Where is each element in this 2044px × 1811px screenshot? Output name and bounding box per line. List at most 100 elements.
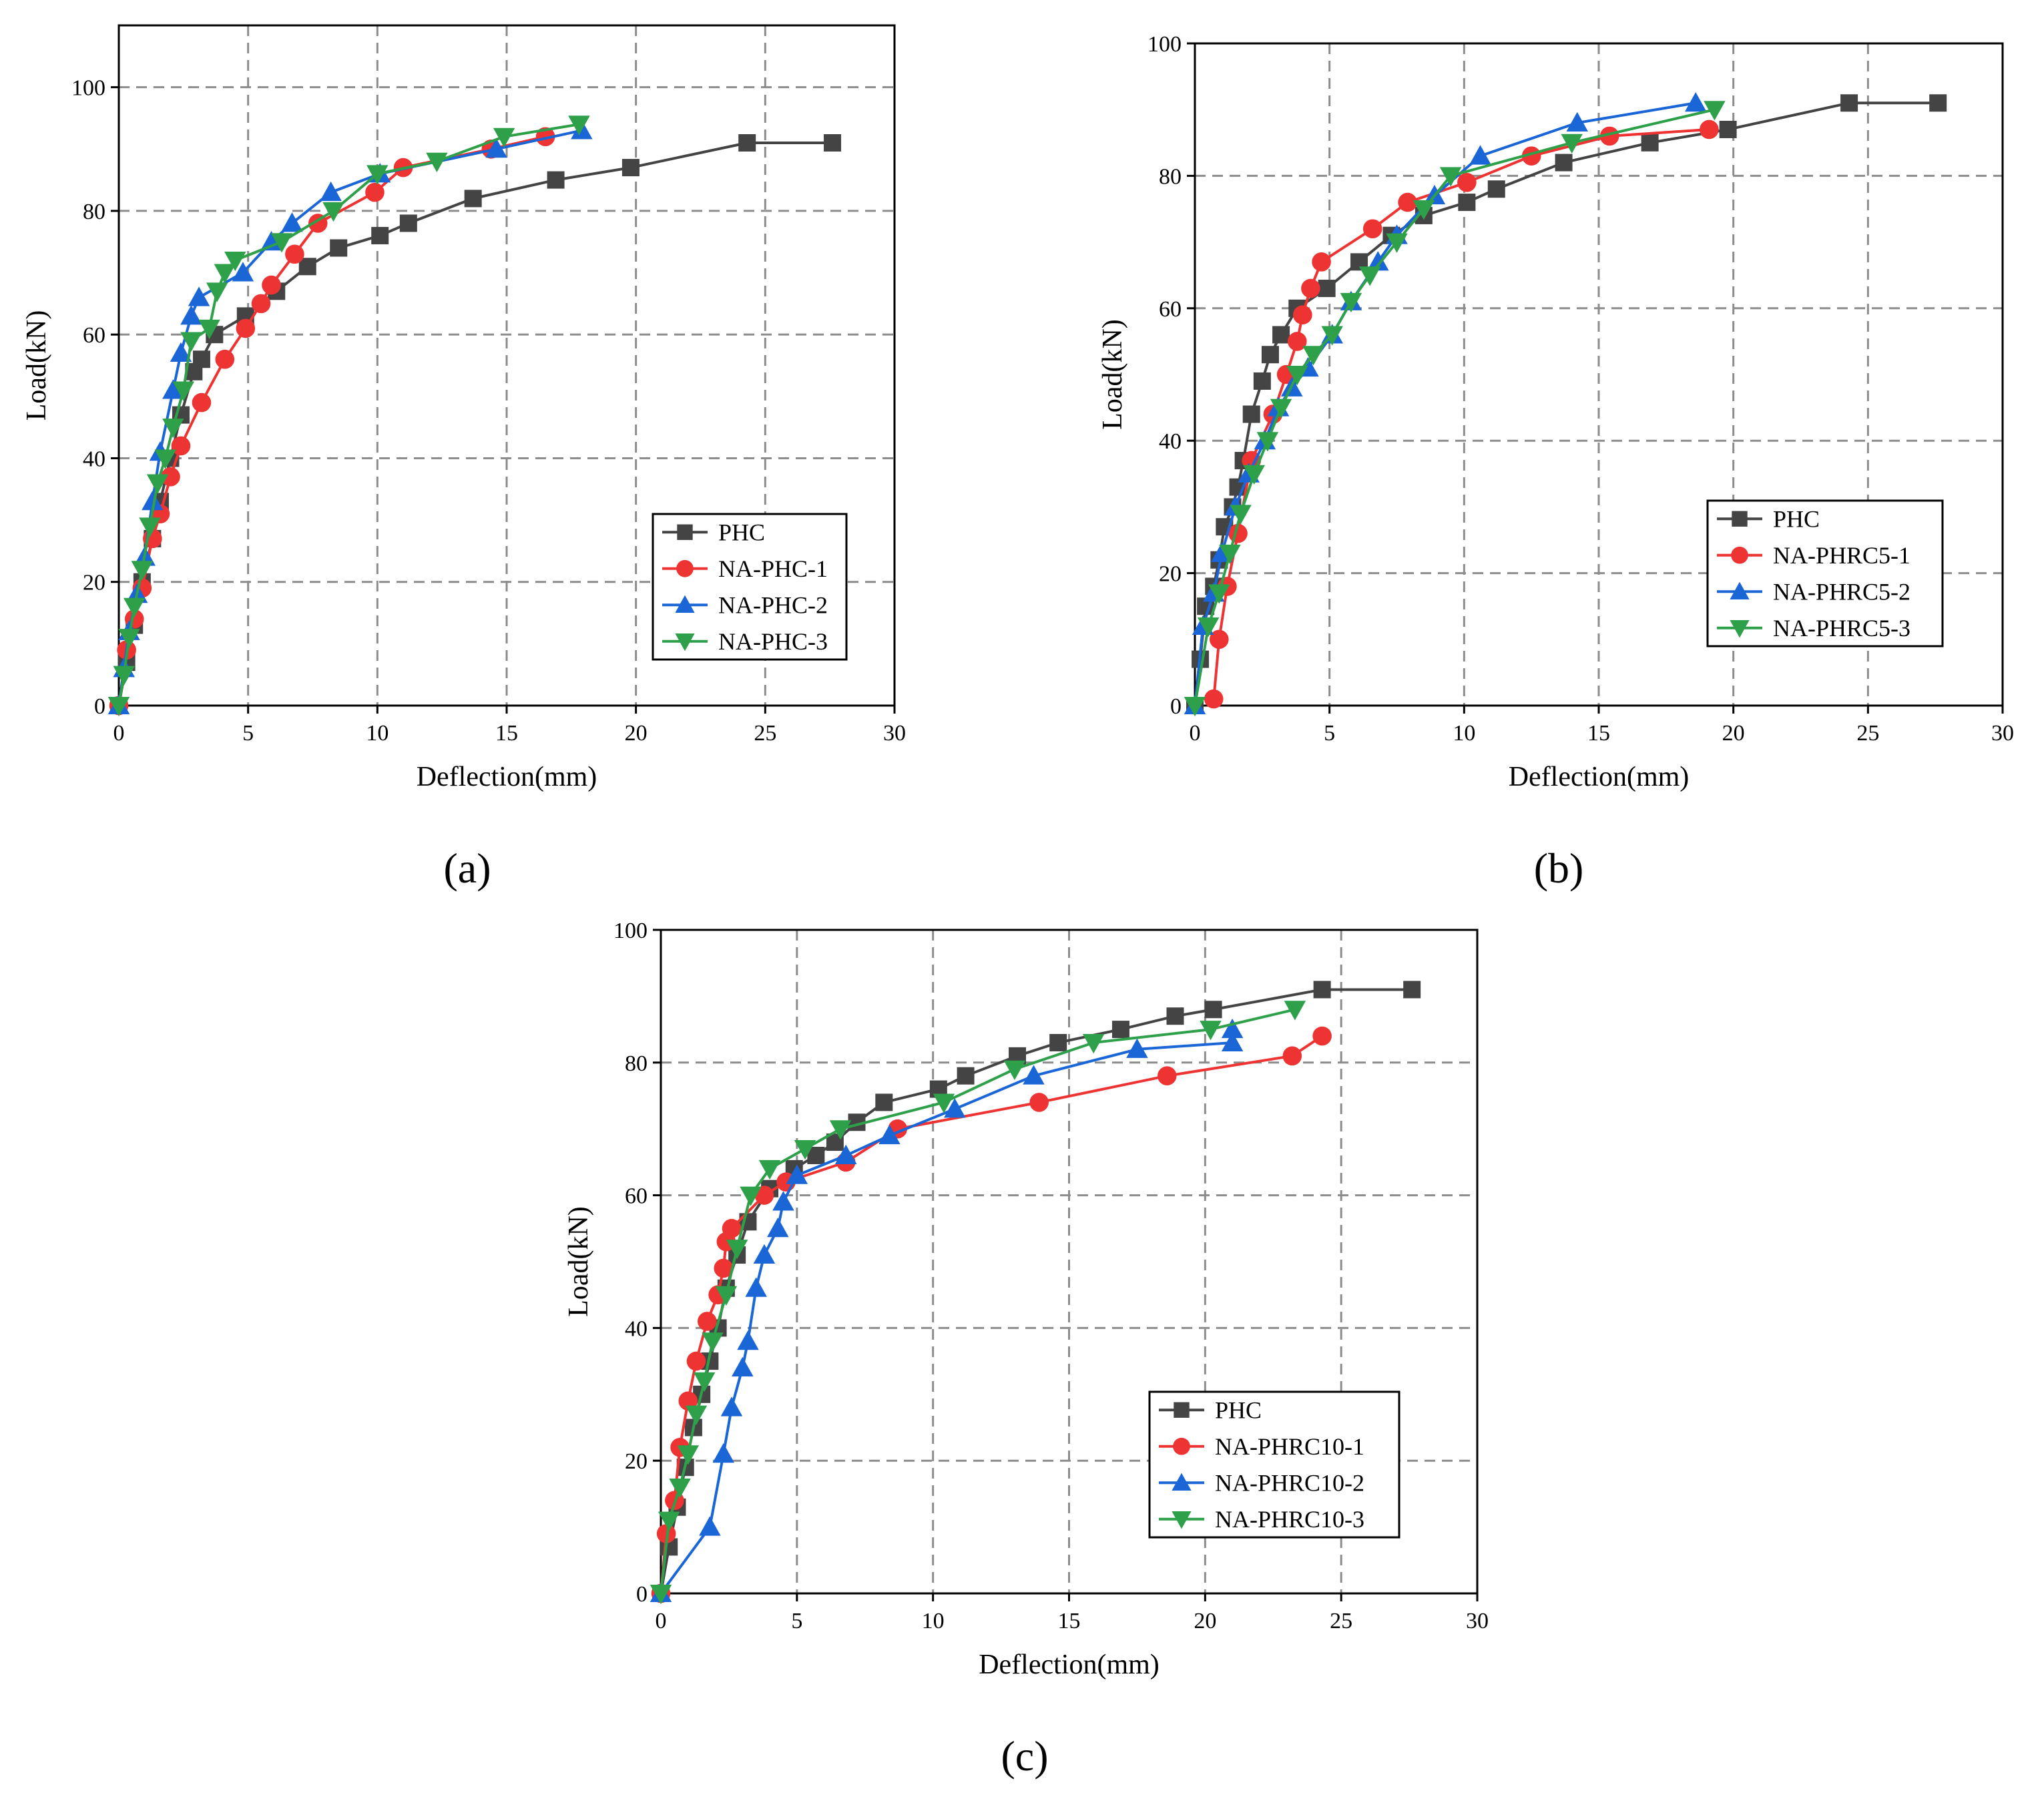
data-point [154, 449, 176, 469]
data-point [1166, 1007, 1184, 1025]
legend-marker [676, 559, 694, 577]
x-tick-label: 10 [1453, 721, 1475, 746]
data-point [677, 1445, 700, 1465]
legend-entry: NA-PHC-3 [718, 628, 828, 655]
data-point [365, 182, 385, 202]
series-NA-PHRC5-3 [1184, 101, 1726, 717]
series-NA-PHRC10-3 [650, 1001, 1306, 1605]
data-point [547, 171, 565, 189]
legend-entry: PHC [1773, 505, 1820, 532]
data-point [740, 1186, 762, 1206]
x-tick-label: 5 [791, 1609, 802, 1633]
y-tick-label: 80 [625, 1051, 648, 1076]
y-tick-label: 100 [71, 76, 105, 101]
data-point [1700, 119, 1719, 140]
data-point [686, 1351, 706, 1371]
data-point [180, 305, 202, 325]
data-point [568, 115, 590, 136]
data-point [146, 474, 169, 494]
legend-entry: PHC [1215, 1396, 1262, 1423]
data-point [236, 318, 256, 338]
data-point [669, 1478, 691, 1499]
data-point [1555, 154, 1573, 172]
data-point [1287, 332, 1307, 351]
data-point [1641, 134, 1659, 152]
data-point [1208, 584, 1230, 604]
data-point [702, 1332, 724, 1352]
data-point [933, 1093, 955, 1113]
x-tick-label: 0 [656, 1609, 667, 1633]
x-tick-label: 30 [1991, 721, 2014, 746]
data-point [1126, 1038, 1148, 1058]
data-point [371, 226, 389, 244]
series-line [1194, 101, 1696, 706]
y-tick-label: 0 [94, 694, 105, 719]
data-point [1023, 1065, 1045, 1085]
data-point [754, 1186, 774, 1205]
x-tick-label: 5 [1324, 721, 1335, 746]
data-point [1457, 173, 1477, 192]
y-tick-label: 20 [83, 571, 105, 595]
data-point [1157, 1066, 1177, 1085]
data-point [399, 214, 417, 232]
legend-entry: NA-PHRC5-3 [1773, 615, 1910, 641]
data-point [726, 1240, 748, 1260]
data-point [621, 159, 640, 177]
y-axis-label: Load(kN) [1097, 319, 1128, 430]
series-NA-PHRC10-2 [650, 1018, 1244, 1602]
y-tick-label: 0 [1170, 694, 1182, 719]
data-point [281, 212, 303, 232]
data-point [1719, 120, 1737, 138]
data-point [139, 517, 161, 537]
data-point [1312, 252, 1331, 272]
data-point [224, 252, 246, 272]
data-point [698, 1312, 717, 1331]
data-point [1029, 1093, 1049, 1112]
x-tick-label: 25 [1856, 721, 1879, 746]
data-point [715, 1286, 738, 1306]
data-point [366, 165, 389, 185]
legend-box [1148, 1390, 1400, 1539]
legend-entry: PHC [718, 519, 765, 545]
x-tick-label: 20 [1194, 1609, 1216, 1633]
data-point [1284, 1001, 1306, 1021]
data-point [1302, 346, 1324, 366]
legend-entry: NA-PHRC10-3 [1215, 1506, 1364, 1533]
data-point [1704, 101, 1726, 121]
data-point [1293, 305, 1312, 325]
data-point [658, 1511, 680, 1531]
x-axis-label: Deflection(mm) [1509, 762, 1690, 792]
data-point [1358, 266, 1381, 286]
data-point [794, 1140, 816, 1160]
data-point [1413, 200, 1435, 220]
x-axis-label: Deflection(mm) [417, 762, 597, 792]
chart-panel-2: 0 5 10 15 20 25 30 0 20 40 60 80 100 Deflection(mm) Lo… [1097, 32, 2014, 892]
legend-entry: NA-PHRC5-1 [1773, 542, 1910, 569]
data-point [113, 666, 135, 686]
data-point [693, 1372, 716, 1392]
data-point [464, 190, 482, 208]
x-tick-label: 5 [242, 721, 254, 746]
data-point [1684, 92, 1707, 112]
data-point [142, 491, 164, 511]
legend-entry: NA-PHRC10-1 [1215, 1433, 1364, 1460]
y-tick-label: 100 [613, 919, 648, 943]
data-point [107, 697, 130, 717]
data-point [1204, 1001, 1222, 1019]
data-point [1398, 192, 1417, 212]
data-point [1318, 280, 1336, 298]
data-point [1253, 372, 1271, 390]
legend-marker [1173, 1437, 1190, 1455]
y-tick-label: 60 [83, 323, 105, 348]
data-point [198, 319, 220, 340]
y-tick-label: 40 [625, 1316, 648, 1341]
data-point [1439, 167, 1462, 187]
data-point [180, 332, 202, 352]
data-point [1242, 405, 1260, 423]
x-tick-label: 20 [1722, 721, 1745, 746]
legend-entry: NA-PHRC5-2 [1773, 578, 1910, 605]
y-tick-label: 80 [83, 200, 105, 224]
data-point [330, 239, 348, 257]
data-point [758, 1159, 781, 1180]
